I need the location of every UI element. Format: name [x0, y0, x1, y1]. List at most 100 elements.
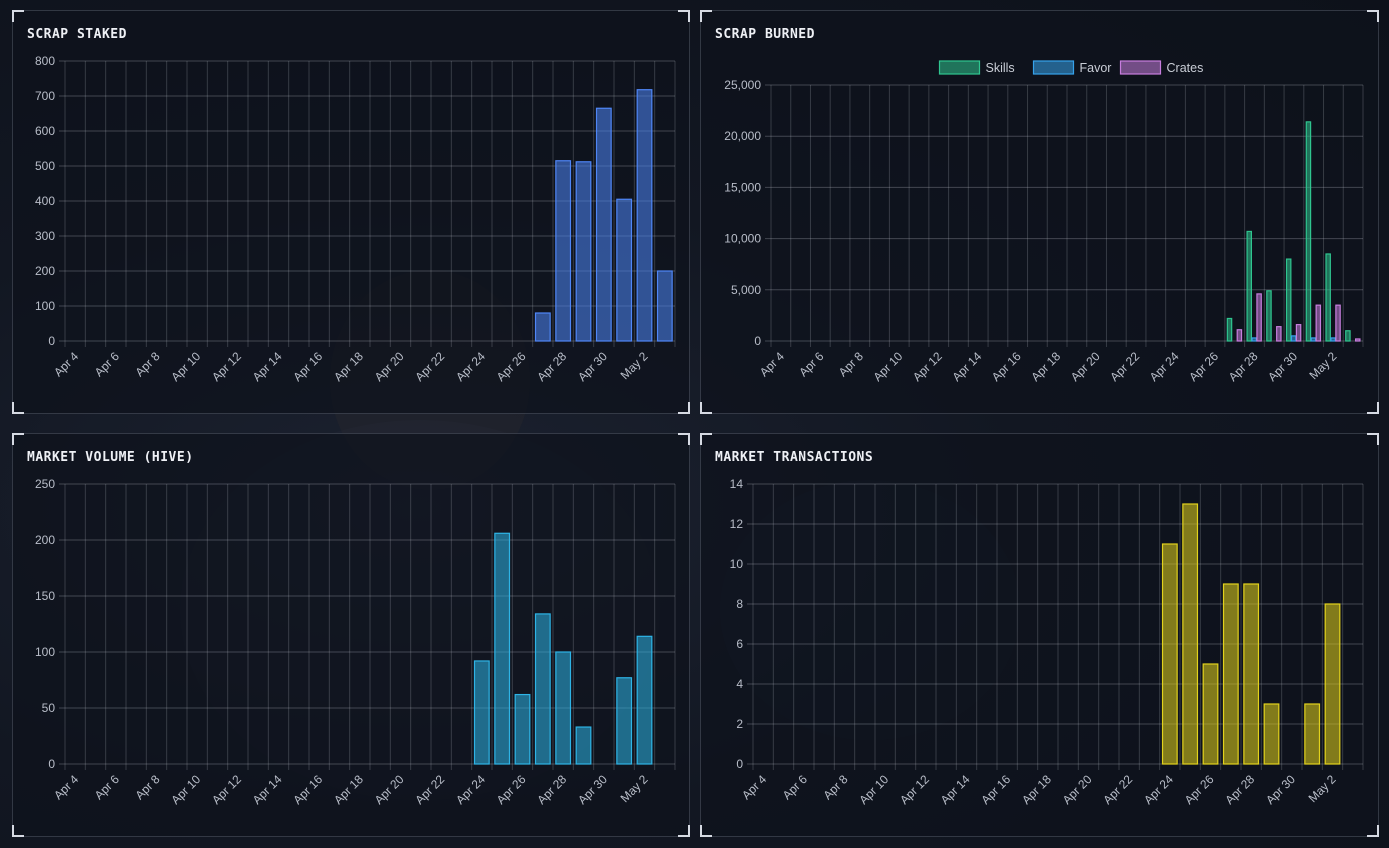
x-tick-label: Apr 18	[331, 349, 366, 384]
bar-scrap-burned-crates[interactable]	[1335, 304, 1341, 342]
y-tick-label: 200	[35, 533, 55, 547]
bar-market-transactions[interactable]	[1182, 503, 1199, 765]
x-tick-label: Apr 6	[92, 772, 122, 802]
y-tick-label: 600	[35, 124, 55, 138]
x-tick-label: Apr 26	[1182, 772, 1217, 807]
y-tick-label: 8	[736, 597, 743, 611]
x-tick-label: Apr 8	[836, 349, 866, 379]
x-tick-label: Apr 4	[51, 349, 81, 379]
y-tick-label: 10	[730, 557, 744, 571]
y-tick-label: 500	[35, 159, 55, 173]
bar-market-volume[interactable]	[534, 613, 551, 765]
bar-market-volume[interactable]	[575, 726, 592, 765]
market-volume-title: MARKET VOLUME (HIVE)	[27, 450, 194, 465]
scrap-staked-panel: SCRAP STAKED 0 100 200 300 400 500 600 700 800 Ap…	[12, 10, 690, 414]
y-tick-label: 100	[35, 645, 55, 659]
bar-scrap-staked[interactable]	[656, 270, 673, 342]
bar-market-volume[interactable]	[636, 635, 653, 765]
x-tick-label: Apr 20	[1068, 349, 1103, 384]
x-tick-label: Apr 14	[250, 772, 285, 807]
bar-scrap-burned-crates[interactable]	[1256, 293, 1262, 342]
bar-scrap-burned-skills[interactable]	[1266, 290, 1272, 342]
bar-market-volume[interactable]	[473, 660, 490, 765]
x-tick-label: Apr 14	[949, 349, 984, 384]
bar-scrap-burned-crates[interactable]	[1295, 324, 1302, 342]
y-tick-label: 25,000	[724, 78, 761, 92]
x-tick-label: Apr 26	[494, 772, 529, 807]
x-tick-label: Apr 8	[820, 772, 850, 802]
legend-label-skills[interactable]: Skills	[986, 61, 1015, 75]
bar-market-volume[interactable]	[616, 677, 633, 765]
bar-scrap-burned-crates[interactable]	[1236, 329, 1243, 342]
x-tick-label: Apr 12	[209, 349, 244, 384]
y-tick-label: 400	[35, 194, 55, 208]
bar-market-transactions[interactable]	[1202, 663, 1219, 765]
legend-swatch-crates[interactable]	[1119, 60, 1162, 75]
bar-scrap-burned-favor[interactable]	[1290, 335, 1297, 342]
x-tick-label: Apr 12	[897, 772, 932, 807]
bar-market-volume[interactable]	[514, 693, 531, 765]
scrap-staked-chart: 0 100 200 300 400 500 600 700 800 Apr 4 Apr 6 Apr 8…	[35, 54, 676, 384]
x-tick-label: Apr 24	[453, 349, 488, 384]
y-tick-label: 800	[35, 54, 55, 68]
x-tick-label: Apr 24	[453, 772, 488, 807]
x-tick-label: Apr 18	[331, 772, 366, 807]
bar-market-transactions[interactable]	[1304, 703, 1321, 765]
bar-scrap-burned-crates[interactable]	[1276, 326, 1282, 342]
y-tick-label: 15,000	[724, 180, 761, 194]
y-tick-label: 12	[730, 517, 744, 531]
bar-scrap-burned-skills[interactable]	[1325, 253, 1331, 342]
bar-market-volume[interactable]	[555, 651, 572, 765]
x-tick-label: Apr 28	[1226, 349, 1261, 384]
market-transactions-panel: MARKET TRANSACTIONS 0 2 4 6 8 10 12 14 Apr 4 Apr …	[700, 433, 1379, 837]
bar-scrap-staked[interactable]	[636, 89, 653, 342]
bar-scrap-burned-skills[interactable]	[1305, 121, 1312, 342]
legend-label-favor[interactable]: Favor	[1080, 61, 1112, 75]
bar-scrap-burned-skills[interactable]	[1285, 258, 1292, 342]
legend-swatch-favor[interactable]	[1032, 60, 1075, 75]
bar-market-transactions[interactable]	[1263, 703, 1280, 765]
bar-market-volume[interactable]	[494, 532, 511, 765]
x-tick-label: Apr 4	[757, 349, 787, 379]
x-tick-label: Apr 4	[739, 772, 769, 802]
y-tick-label: 6	[736, 637, 743, 651]
x-tick-label: Apr 24	[1147, 349, 1182, 384]
bar-market-transactions[interactable]	[1222, 583, 1239, 765]
x-tick-label: Apr 10	[870, 349, 905, 384]
x-tick-label: May 2	[618, 772, 651, 805]
bar-market-transactions[interactable]	[1324, 603, 1341, 765]
bar-scrap-staked[interactable]	[534, 312, 551, 342]
scrap-burned-panel: SCRAP BURNED 0 5,000 10,000 15,000 20,000 25,…	[700, 10, 1379, 414]
x-tick-label: May 2	[618, 349, 651, 382]
bar-scrap-staked[interactable]	[575, 161, 592, 342]
legend-label-crates[interactable]: Crates	[1167, 61, 1204, 75]
y-tick-label: 300	[35, 229, 55, 243]
bar-scrap-burned-skills[interactable]	[1345, 330, 1351, 342]
market-volume-panel: MARKET VOLUME (HIVE) 0 50 100 150 200 250 Apr …	[12, 433, 690, 837]
bar-scrap-burned-skills[interactable]	[1246, 230, 1252, 342]
x-tick-label: Apr 28	[534, 772, 569, 807]
bar-market-transactions[interactable]	[1243, 583, 1260, 765]
scrap-burned-title: SCRAP BURNED	[715, 27, 815, 42]
y-tick-label: 20,000	[724, 129, 761, 143]
bar-scrap-burned-favor[interactable]	[1310, 337, 1317, 342]
bar-scrap-staked[interactable]	[616, 198, 633, 342]
y-tick-label: 700	[35, 89, 55, 103]
y-tick-label: 0	[48, 757, 55, 771]
bar-scrap-burned-crates[interactable]	[1315, 304, 1322, 342]
x-tick-label: Apr 24	[1141, 772, 1176, 807]
bar-market-transactions[interactable]	[1161, 543, 1178, 765]
bar-scrap-burned-crates[interactable]	[1354, 338, 1361, 342]
market-transactions-title: MARKET TRANSACTIONS	[715, 450, 874, 465]
bar-scrap-burned-favor[interactable]	[1251, 337, 1257, 342]
bar-scrap-staked[interactable]	[595, 107, 612, 342]
y-tick-label: 200	[35, 264, 55, 278]
bar-scrap-staked[interactable]	[555, 160, 572, 342]
bar-scrap-burned-skills[interactable]	[1226, 317, 1233, 342]
legend-swatch-skills[interactable]	[938, 60, 981, 75]
x-tick-label: Apr 16	[290, 772, 325, 807]
x-tick-label: Apr 30	[1265, 349, 1300, 384]
x-tick-label: Apr 22	[412, 349, 447, 384]
bar-scrap-burned-favor[interactable]	[1330, 337, 1336, 342]
